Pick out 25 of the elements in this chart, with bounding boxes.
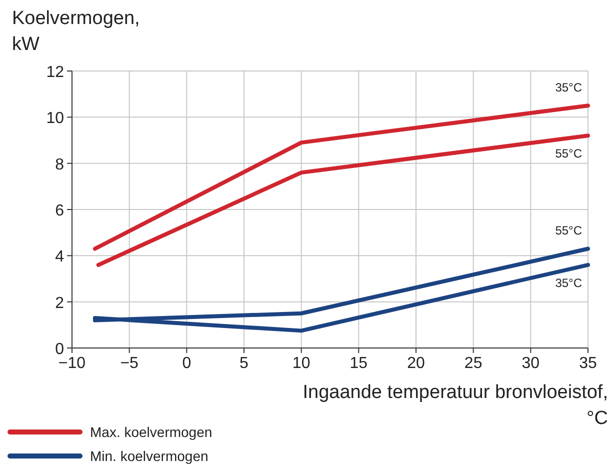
- y-tick-label: 12: [46, 64, 64, 81]
- annotation: 35°C: [555, 276, 582, 290]
- x-tick-label: 10: [292, 355, 310, 372]
- x-axis-title: Ingaande temperatuur bronvloeistof, °C: [302, 382, 608, 429]
- x-tick-label: 20: [407, 355, 425, 372]
- x-tick-label: −10: [58, 355, 86, 372]
- x-tick-label: 25: [464, 355, 482, 372]
- y-axis-title: Koelvermogen, kW: [12, 8, 140, 55]
- x-tick-label: 35: [579, 355, 597, 372]
- annotation: 35°C: [555, 80, 582, 95]
- y-tick-label: 8: [55, 156, 64, 174]
- x-tick-label: 0: [182, 355, 192, 372]
- legend-label: Max. koelvermogen: [90, 424, 212, 440]
- x-tick-label: 5: [240, 355, 249, 372]
- y-tick-label: 10: [46, 110, 64, 128]
- legend-label: Min. koelvermogen: [90, 448, 208, 464]
- x-tick-label: 30: [522, 355, 540, 372]
- annotation: 55°C: [555, 146, 582, 161]
- y-tick-label: 0: [55, 341, 64, 358]
- y-tick-label: 6: [55, 202, 64, 220]
- y-tick-label: 4: [55, 248, 64, 266]
- annotation: 55°C: [555, 224, 582, 238]
- y-tick-label: 2: [55, 294, 64, 312]
- x-tick-label: −5: [120, 355, 139, 372]
- x-tick-label: 15: [350, 355, 368, 372]
